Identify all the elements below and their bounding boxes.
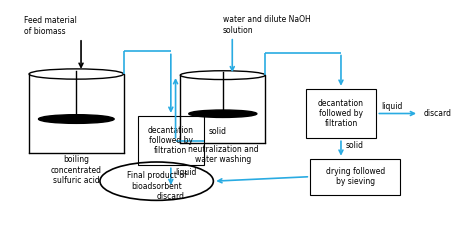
Text: water and dilute NaOH
solution: water and dilute NaOH solution	[223, 15, 310, 35]
Text: Final product of
bioadsorbent: Final product of bioadsorbent	[127, 171, 187, 191]
Text: discard: discard	[424, 109, 452, 118]
Text: Feed material
of biomass: Feed material of biomass	[24, 16, 77, 36]
Bar	[310, 159, 400, 195]
Text: discard: discard	[157, 192, 185, 202]
Text: solid: solid	[209, 127, 227, 136]
Text: drying followed
by sieving: drying followed by sieving	[326, 167, 385, 186]
Text: liquid: liquid	[175, 168, 197, 177]
Text: boiling
concentrated
sulfuric acid: boiling concentrated sulfuric acid	[51, 155, 102, 185]
Text: decantation
followed by
filtration: decantation followed by filtration	[318, 99, 364, 128]
Text: neutralization and
water washing: neutralization and water washing	[188, 145, 258, 165]
Ellipse shape	[189, 110, 257, 117]
Bar	[306, 89, 376, 138]
Text: decantation
followed by
filtration: decantation followed by filtration	[148, 126, 194, 155]
Text: solid: solid	[346, 141, 364, 150]
Bar	[138, 116, 204, 165]
Text: liquid: liquid	[381, 102, 402, 111]
Ellipse shape	[38, 115, 114, 123]
